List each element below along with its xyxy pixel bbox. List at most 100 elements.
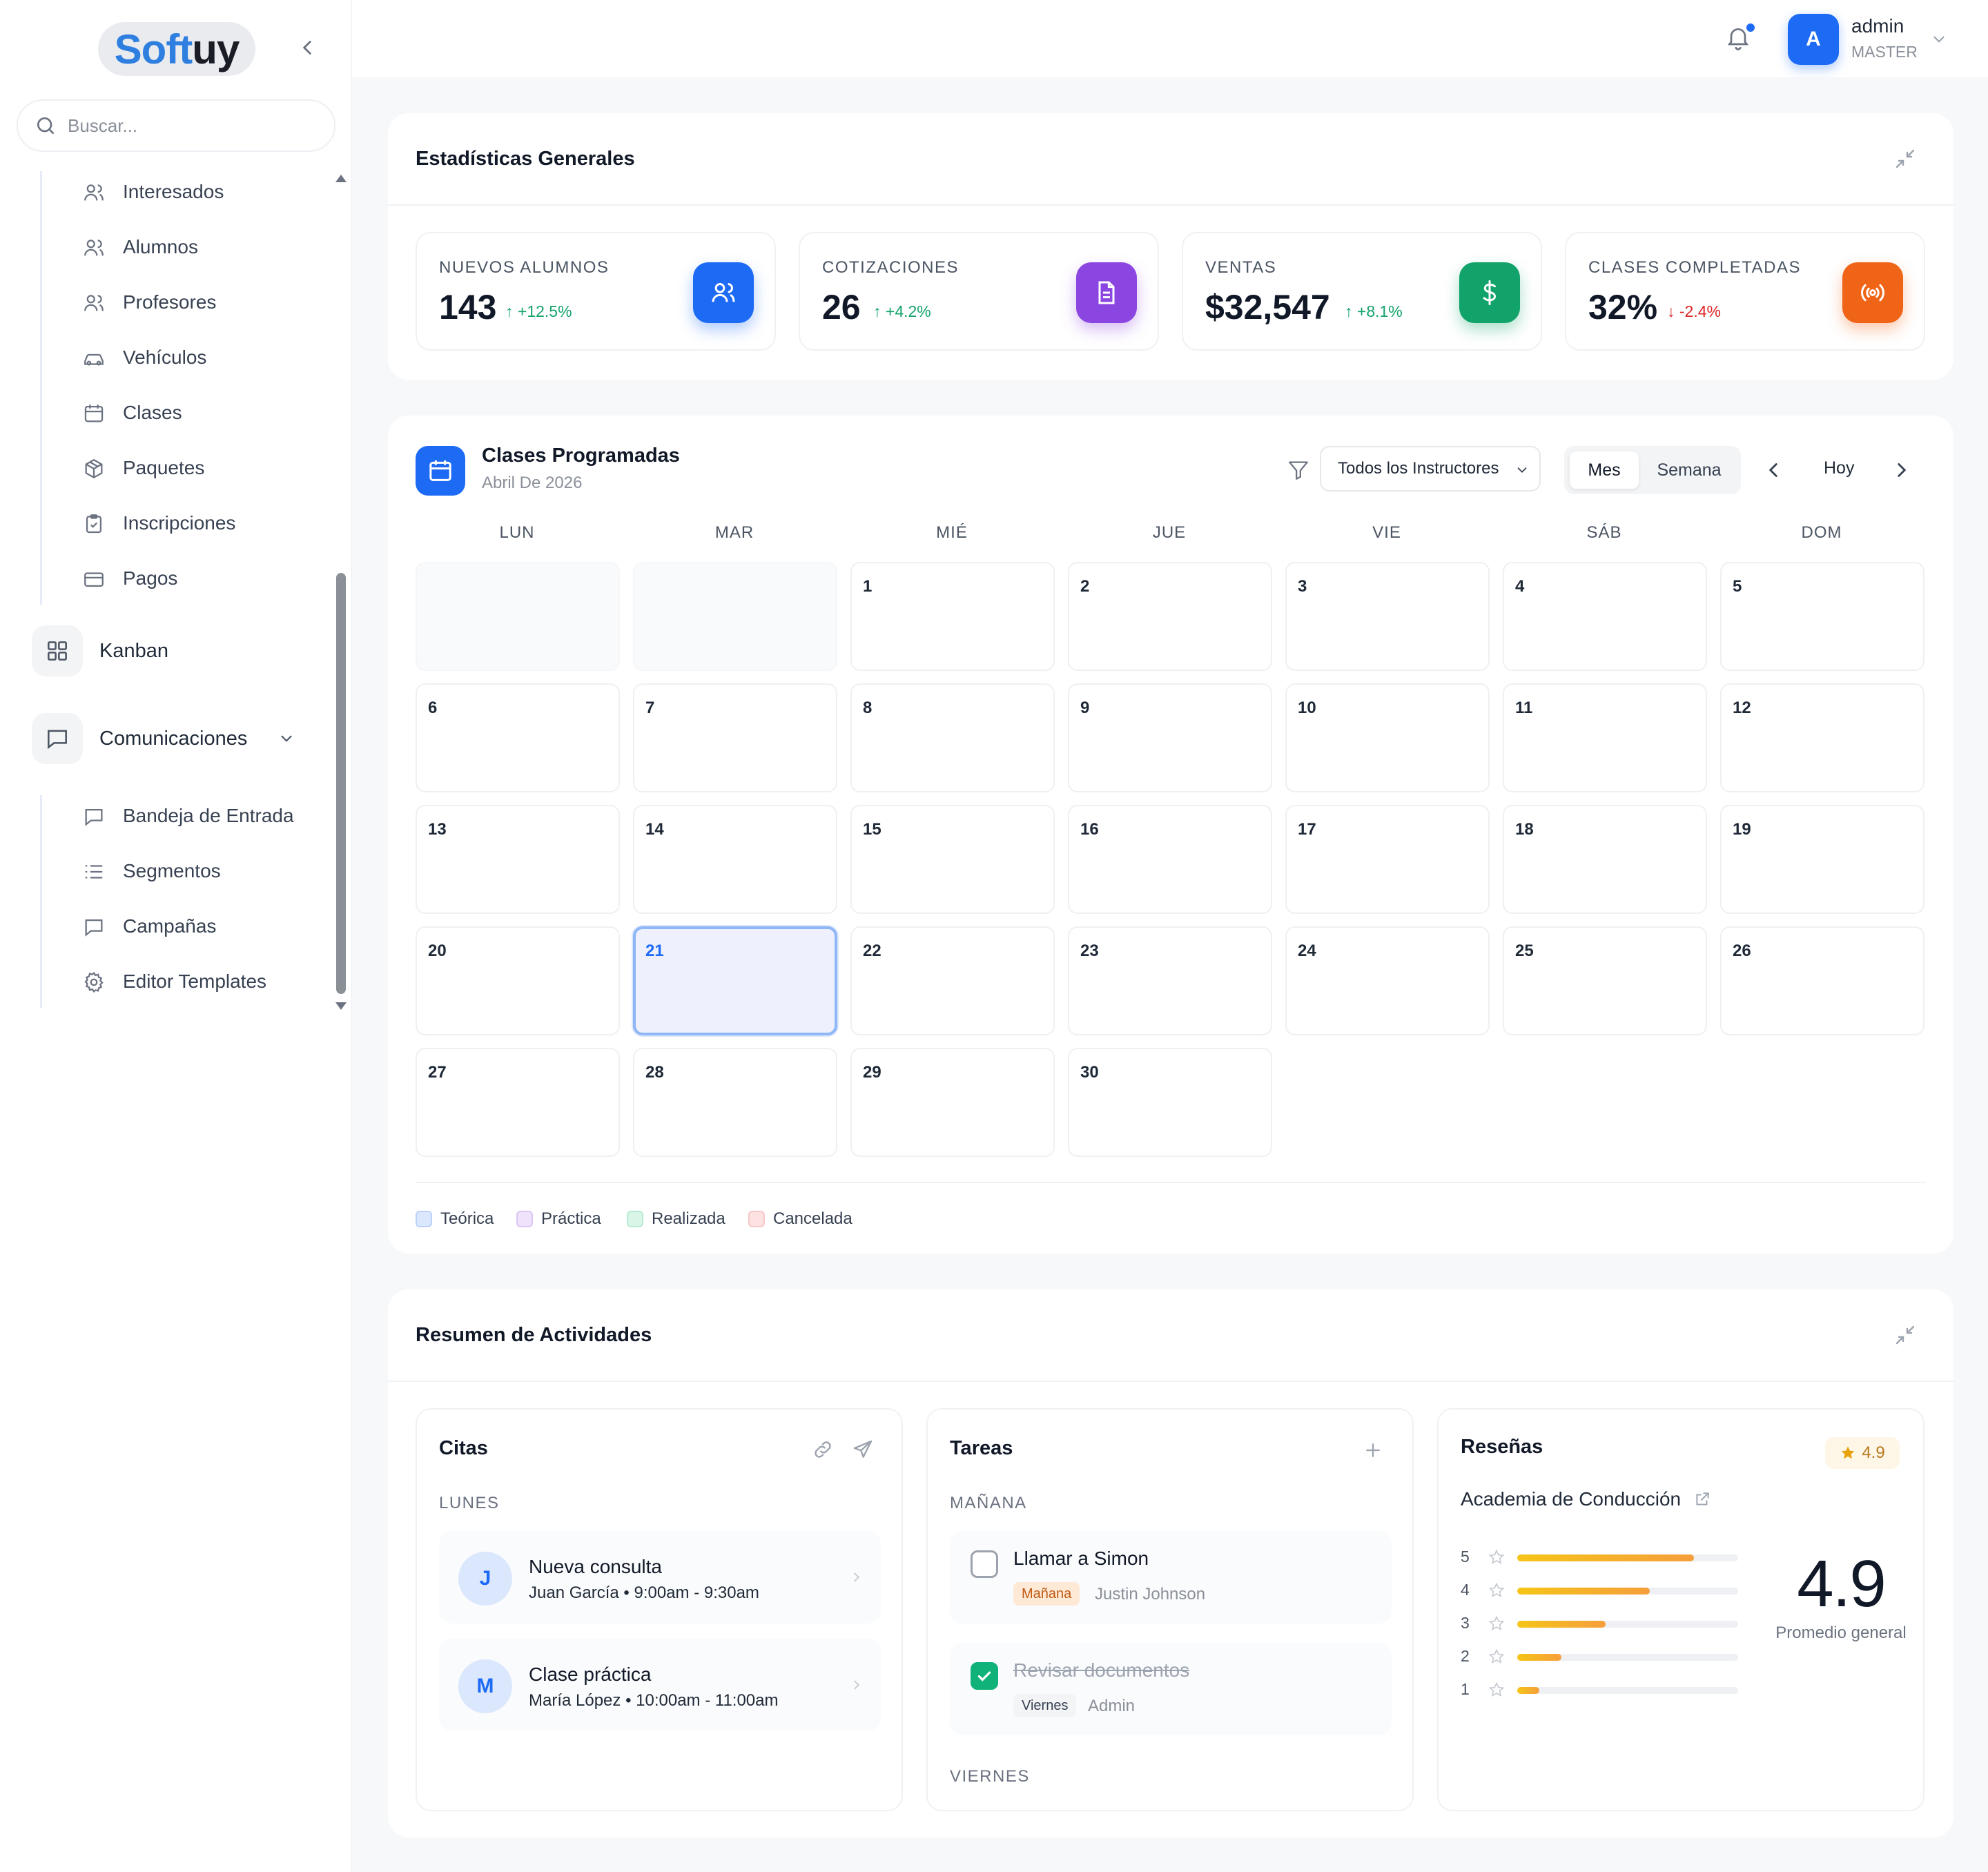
user-name[interactable]: admin — [1851, 15, 1904, 37]
appointment-item[interactable]: J Nueva consulta Juan García • 9:00am - … — [439, 1531, 881, 1624]
minimize-icon[interactable] — [1893, 1323, 1918, 1347]
calendar-day[interactable]: 19 — [1720, 805, 1924, 914]
calendar-day[interactable]: 5 — [1720, 562, 1924, 671]
sidebar-item-pagos[interactable]: Pagos — [42, 558, 318, 599]
appointments-panel: Citas LUNES J Nueva consulta Juan García… — [416, 1408, 903, 1811]
calendar-day[interactable]: 27 — [416, 1048, 620, 1157]
calendar-day[interactable]: 7 — [633, 683, 837, 792]
business-link[interactable]: Academia de Conducción — [1461, 1488, 1711, 1510]
instructor-select[interactable]: Todos los Instructores — [1320, 446, 1541, 491]
calendar-day[interactable]: 28 — [633, 1048, 837, 1157]
legend-label: Cancelada — [773, 1209, 852, 1228]
bell-icon[interactable] — [1724, 23, 1752, 51]
sidebar-item-profesores[interactable]: Profesores — [42, 282, 318, 323]
stat-delta: ↑ +12.5% — [505, 302, 572, 320]
scroll-down-arrow-icon[interactable] — [334, 1001, 348, 1012]
calendar-day[interactable]: 6 — [416, 683, 620, 792]
users-icon — [84, 240, 104, 256]
minimize-icon[interactable] — [1893, 146, 1918, 171]
calendar-day[interactable]: 29 — [850, 1048, 1055, 1157]
calendar-day[interactable]: 16 — [1068, 805, 1272, 914]
view-toggle: Mes Semana — [1564, 446, 1741, 494]
chevron-left-icon[interactable] — [295, 36, 319, 59]
chevron-down-icon[interactable] — [1930, 30, 1948, 48]
calendar-day[interactable]: 15 — [850, 805, 1055, 914]
tasks-title: Tareas — [950, 1437, 1013, 1459]
send-icon[interactable] — [852, 1439, 874, 1461]
calendar-day[interactable]: 14 — [633, 805, 837, 914]
calendar-day-number: 15 — [863, 820, 881, 839]
stat-delta: ↑ +8.1% — [1345, 302, 1403, 320]
average-score: 4.9 — [1797, 1547, 1886, 1621]
view-week-button[interactable]: Semana — [1657, 460, 1722, 480]
calendar-day[interactable]: 25 — [1503, 926, 1707, 1035]
weekday-header: LUN — [499, 523, 535, 542]
calendar-day-number: 19 — [1733, 820, 1751, 839]
calendar-day[interactable]: 10 — [1285, 683, 1490, 792]
sidebar-item-campanas[interactable]: Campañas — [42, 906, 318, 947]
calendar-day-number: 20 — [428, 942, 447, 960]
plus-icon[interactable] — [1363, 1440, 1383, 1461]
logo[interactable]: Soft uy — [98, 22, 255, 76]
sidebar-item-bandeja-de-entrada[interactable]: Bandeja de Entrada — [42, 795, 318, 837]
calendar-day[interactable]: 26 — [1720, 926, 1924, 1035]
sidebar-item-editor-templates[interactable]: Editor Templates — [42, 961, 318, 1002]
view-month-button[interactable]: Mes — [1570, 451, 1639, 489]
sidebar-item-label: Vehículos — [123, 347, 207, 368]
calendar-day[interactable]: 11 — [1503, 683, 1707, 792]
search-box[interactable] — [17, 99, 335, 152]
calendar-day-number: 24 — [1298, 942, 1316, 960]
calendar-day[interactable]: 4 — [1503, 562, 1707, 671]
calendar-day[interactable]: 18 — [1503, 805, 1707, 914]
sidebar-item-interesados[interactable]: Interesados — [42, 171, 318, 213]
chevron-right-icon[interactable] — [1890, 458, 1913, 482]
calendar-day[interactable]: 22 — [850, 926, 1055, 1035]
calendar-day[interactable]: 20 — [416, 926, 620, 1035]
task-checkbox[interactable] — [971, 1662, 998, 1690]
calendar-day[interactable]: 30 — [1068, 1048, 1272, 1157]
search-input[interactable] — [68, 115, 330, 137]
calendar-day[interactable]: 13 — [416, 805, 620, 914]
sidebar-item-kanban[interactable]: Kanban — [32, 625, 168, 676]
legend-item: Cancelada — [748, 1209, 852, 1229]
task-title: Llamar a Simon — [1013, 1548, 1149, 1569]
sidebar-item-inscripciones[interactable]: Inscripciones — [42, 503, 318, 544]
stats-title: Estadísticas Generales — [416, 148, 635, 170]
calendar-day[interactable]: 9 — [1068, 683, 1272, 792]
calendar-day[interactable]: 12 — [1720, 683, 1924, 792]
appointment-item[interactable]: M Clase práctica María López • 10:00am -… — [439, 1639, 881, 1731]
sidebar-item-clases[interactable]: Clases — [42, 392, 318, 433]
calendar-day[interactable]: 2 — [1068, 562, 1272, 671]
instructor-select-value: Todos los Instructores — [1338, 459, 1499, 478]
sidebar-item-segmentos[interactable]: Segmentos — [42, 850, 318, 892]
link-icon[interactable] — [812, 1439, 834, 1461]
calendar-day[interactable]: 17 — [1285, 805, 1490, 914]
chevron-left-icon[interactable] — [1762, 458, 1785, 482]
today-button[interactable]: Hoy — [1824, 458, 1855, 478]
stat-label: COTIZACIONES — [822, 258, 959, 277]
chevron-down-icon — [1517, 467, 1527, 474]
sidebar-item-alumnos[interactable]: Alumnos — [42, 226, 318, 268]
sidebar-item-comunicaciones[interactable]: Comunicaciones — [32, 713, 295, 764]
task-title: Revisar documentos — [1013, 1659, 1190, 1681]
rating-bar-row: 3 — [1461, 1614, 1764, 1635]
filter-icon[interactable] — [1287, 458, 1310, 482]
avatar[interactable]: A — [1788, 14, 1839, 65]
scroll-up-arrow-icon[interactable] — [334, 173, 348, 184]
calendar-day[interactable]: 21 — [633, 926, 837, 1035]
business-name: Academia de Conducción — [1461, 1488, 1682, 1510]
calendar-day[interactable]: 8 — [850, 683, 1055, 792]
logo-text-b: uy — [192, 26, 240, 72]
calendar-day[interactable]: 24 — [1285, 926, 1490, 1035]
task-checkbox[interactable] — [971, 1550, 998, 1578]
calendar-icon — [429, 460, 451, 481]
calendar-day[interactable]: 3 — [1285, 562, 1490, 671]
calendar-day[interactable]: 1 — [850, 562, 1055, 671]
sidebar-item-vehiculos[interactable]: Vehículos — [42, 337, 318, 378]
calendar-day[interactable]: 23 — [1068, 926, 1272, 1035]
sidebar-item-paquetes[interactable]: Paquetes — [42, 447, 318, 489]
rating-bar-row: 4 — [1461, 1581, 1764, 1601]
scrollbar-thumb[interactable] — [336, 573, 346, 994]
calendar-card: Clases Programadas Abril De 2026 Todos l… — [388, 416, 1953, 1254]
